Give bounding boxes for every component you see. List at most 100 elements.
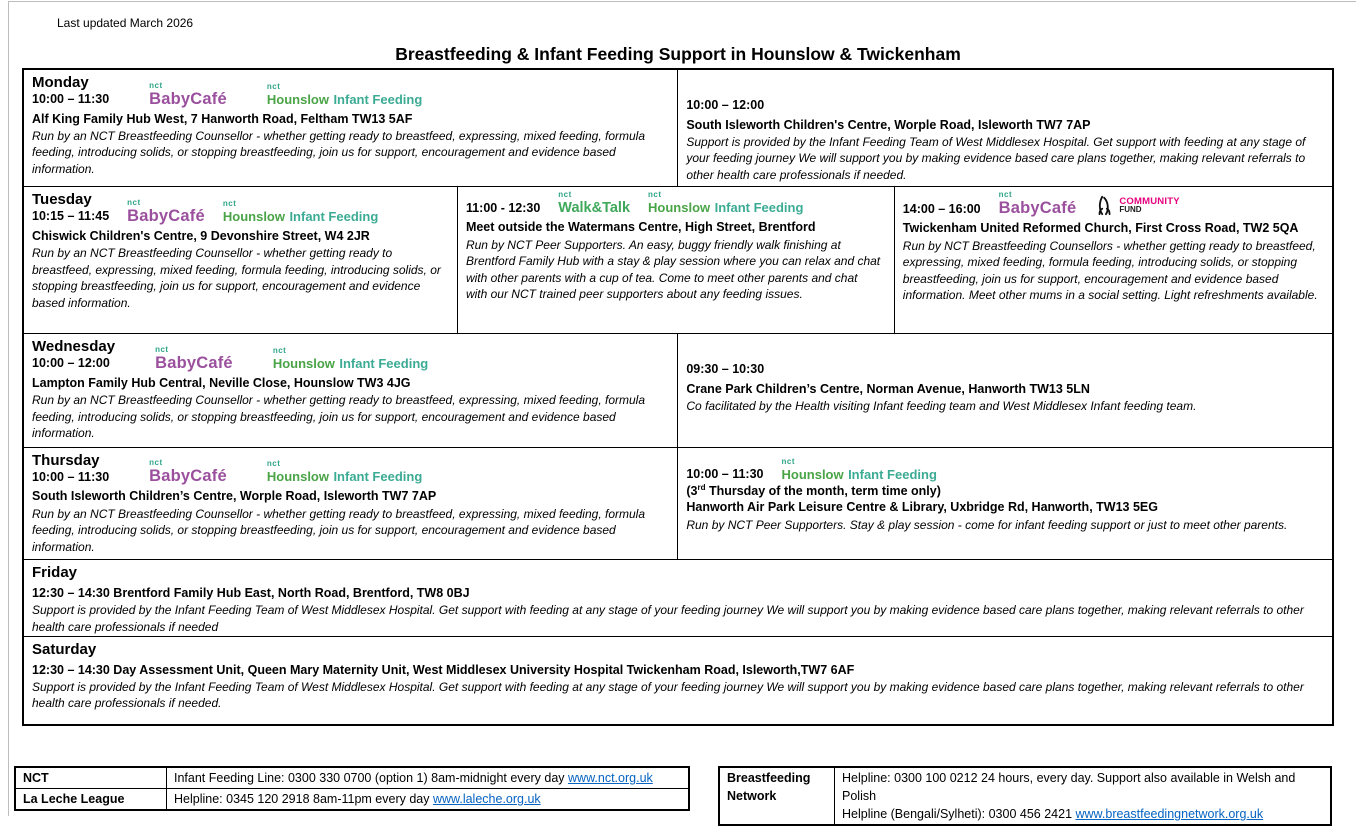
session-time: 10:15 – 11:45 bbox=[32, 209, 110, 224]
day-label: Tuesday bbox=[32, 191, 92, 209]
session-address: Chiswick Children's Centre, 9 Devonshire… bbox=[32, 228, 370, 243]
session-header: 14:00 – 16:00 nct BabyCafé bbox=[903, 191, 1320, 217]
session-description: Run by NCT Peer Supporters. Stay & play … bbox=[686, 517, 1288, 532]
session-time: 14:00 – 16:00 bbox=[902, 201, 981, 216]
nct-logo: nct bbox=[149, 80, 163, 90]
nct-logo: nct bbox=[272, 346, 287, 355]
page-title: Breastfeeding & Infant Feeding Support i… bbox=[395, 44, 961, 64]
session-note: (3rd Thursday of the month, term time on… bbox=[686, 482, 941, 498]
community-fund-logo: COMMUNITY FUND bbox=[1094, 193, 1180, 217]
session-description: Run by an NCT Breastfeeding Counsellor -… bbox=[32, 128, 645, 176]
hounslow-infant-feeding-logo: nct Hounslow Infant Feeding bbox=[266, 459, 423, 485]
session-header: Monday 10:00 – 11:30 nct BabyCafé nct Ho… bbox=[32, 74, 665, 108]
hounslow-infant-feeding-logo: nct Hounslow Infant Feeding bbox=[781, 456, 937, 482]
session-cell-thursday-1: Thursday 10:00 – 11:30 nct BabyCafé nct … bbox=[24, 448, 677, 559]
nct-logo: nct bbox=[127, 197, 141, 207]
session-address: Hanworth Air Park Leisure Centre & Libra… bbox=[686, 500, 1158, 515]
session-header: Wednesday 10:00 – 12:00 nct BabyCafé nct… bbox=[32, 338, 665, 372]
last-updated-label: Last updated March 2026 bbox=[57, 16, 194, 30]
hounslow-infant-feeding-logo: nct Hounslow Infant Feeding bbox=[266, 81, 423, 107]
session-address: Twickenham United Reformed Church, First… bbox=[902, 221, 1299, 236]
session-header: Tuesday 10:15 – 11:45 nct BabyCafé nct H… bbox=[32, 191, 445, 225]
day-time-block: Wednesday 10:00 – 12:00 bbox=[32, 338, 115, 372]
session-time-address: 12:30 – 14:30 Day Assessment Unit, Queen… bbox=[32, 662, 855, 677]
session-time: 10:00 – 12:00 bbox=[32, 356, 110, 371]
nct-babycafe-logo: nct BabyCafé bbox=[149, 458, 227, 486]
nct-logo: nct bbox=[998, 190, 1013, 200]
session-description: Run by an NCT Breastfeeding Counsellor -… bbox=[32, 246, 441, 310]
session-time: 10:00 – 11:30 bbox=[32, 469, 110, 484]
session-cell-monday-1: Monday 10:00 – 11:30 nct BabyCafé nct Ho… bbox=[24, 70, 677, 186]
helpline-info: Helpline: 0345 120 2918 8am-11pm every d… bbox=[166, 788, 690, 811]
session-description: Support is provided by the Infant Feedin… bbox=[32, 679, 1304, 711]
session-description: Support is provided by the Infant Feedin… bbox=[686, 134, 1306, 182]
session-address: Crane Park Children’s Centre, Norman Ave… bbox=[686, 382, 1090, 396]
org-name: Breastfeeding Network bbox=[718, 766, 835, 826]
session-cell-wednesday-1: Wednesday 10:00 – 12:00 nct BabyCafé nct… bbox=[24, 334, 677, 446]
day-time-block: Thursday 10:00 – 11:30 bbox=[32, 452, 109, 486]
helpline-info: Infant Feeding Line: 0300 330 0700 (opti… bbox=[166, 766, 690, 790]
hounslow-infant-feeding-logo: nct Hounslow Infant Feeding bbox=[648, 190, 804, 216]
org-name: La Leche League bbox=[14, 788, 167, 811]
session-address: Meet outside the Watermans Centre, High … bbox=[465, 220, 816, 235]
day-label: Monday bbox=[32, 74, 89, 91]
session-header: 10:00 – 11:30 nct Hounslow Infant Feedin… bbox=[686, 456, 1320, 483]
nct-logo: nct bbox=[558, 190, 572, 200]
session-header: Thursday 10:00 – 11:30 nct BabyCafé nct … bbox=[32, 452, 665, 486]
session-header: 11:00 - 12:30 nct Walk&Talk nct Hounslow… bbox=[466, 191, 882, 216]
row-monday: Monday 10:00 – 11:30 nct BabyCafé nct Ho… bbox=[24, 70, 1332, 187]
laleche-website-link[interactable]: www.laleche.org.uk bbox=[432, 792, 541, 807]
session-time: 11:00 - 12:30 bbox=[465, 200, 541, 215]
day-label: Saturday bbox=[32, 640, 97, 658]
day-time-block: Tuesday 10:15 – 11:45 bbox=[32, 191, 109, 225]
session-time: 10:00 – 12:00 bbox=[686, 98, 765, 112]
session-cell-friday: Friday 12:30 – 14:30 Brentford Family Hu… bbox=[24, 560, 1332, 636]
day-label: Wednesday bbox=[32, 338, 116, 356]
session-address: Lampton Family Hub Central, Neville Clos… bbox=[32, 376, 411, 390]
session-description: Run by an NCT Breastfeeding Counsellor -… bbox=[32, 506, 645, 554]
nct-logo: nct bbox=[222, 198, 237, 208]
session-cell-tuesday-3: 14:00 – 16:00 nct BabyCafé bbox=[893, 187, 1332, 334]
nct-logo: nct bbox=[149, 458, 163, 468]
session-address: Alf King Family Hub West, 7 Hanworth Roa… bbox=[32, 111, 413, 126]
org-name: NCT bbox=[14, 766, 167, 790]
schedule-table: Monday 10:00 – 11:30 nct BabyCafé nct Ho… bbox=[22, 68, 1334, 726]
session-cell-thursday-2: 10:00 – 11:30 nct Hounslow Infant Feedin… bbox=[677, 447, 1332, 559]
session-address: South Isleworth Children's Centre, Worpl… bbox=[686, 117, 1091, 132]
nct-walk-and-talk-logo: nct Walk&Talk bbox=[558, 190, 631, 217]
session-time-address: 12:30 – 14:30 Brentford Family Hub East,… bbox=[32, 586, 470, 600]
nct-babycafe-logo: nct BabyCafé bbox=[149, 80, 227, 108]
session-address: South Isleworth Children’s Centre, Worpl… bbox=[32, 489, 437, 504]
session-time: 10:00 – 11:30 bbox=[686, 467, 764, 482]
session-cell-tuesday-1: Tuesday 10:15 – 11:45 nct BabyCafé nct H… bbox=[24, 187, 457, 333]
table-row: La Leche League Helpline: 0345 120 2918 … bbox=[14, 788, 690, 811]
nct-babycafe-logo: nct BabyCafé bbox=[998, 190, 1077, 218]
session-description: Run by an NCT Breastfeeding Counsellor -… bbox=[32, 393, 645, 441]
helplines-table-right: Breastfeeding Network Helpline: 0300 100… bbox=[718, 766, 1332, 826]
nct-logo: nct bbox=[781, 456, 795, 466]
session-description: Run by NCT Breastfeeding Counsellors - w… bbox=[902, 238, 1318, 303]
hounslow-infant-feeding-logo: nct Hounslow Infant Feeding bbox=[272, 346, 429, 371]
table-row: Breastfeeding Network Helpline: 0300 100… bbox=[718, 766, 1332, 826]
session-description: Co facilitated by the Health visiting In… bbox=[686, 399, 1197, 414]
row-friday: Friday 12:30 – 14:30 Brentford Family Hu… bbox=[24, 559, 1332, 636]
session-description: Support is provided by the Infant Feedin… bbox=[32, 603, 1304, 634]
nct-logo: nct bbox=[155, 345, 169, 354]
session-cell-tuesday-2: 11:00 - 12:30 nct Walk&Talk nct Hounslow… bbox=[456, 187, 894, 334]
session-cell-monday-2: 10:00 – 12:00 South Isleworth Children's… bbox=[677, 70, 1332, 187]
session-cell-wednesday-2: 09:30 – 10:30 Crane Park Children’s Cent… bbox=[677, 334, 1332, 447]
helpline-info: Helpline: 0300 100 0212 24 hours, every … bbox=[834, 766, 1332, 826]
row-thursday: Thursday 10:00 – 11:30 nct BabyCafé nct … bbox=[24, 446, 1332, 559]
helplines-table-left: NCT Infant Feeding Line: 0300 330 0700 (… bbox=[14, 766, 690, 812]
row-wednesday: Wednesday 10:00 – 12:00 nct BabyCafé nct… bbox=[24, 333, 1332, 447]
breastfeedingnetwork-website-link[interactable]: www.breastfeedingnetwork.org.uk bbox=[1075, 807, 1264, 822]
day-label: Thursday bbox=[32, 451, 100, 469]
nct-website-link[interactable]: www.nct.org.uk bbox=[568, 771, 653, 785]
table-row: NCT Infant Feeding Line: 0300 330 0700 (… bbox=[14, 766, 690, 790]
session-time: 09:30 – 10:30 bbox=[686, 362, 765, 377]
row-saturday: Saturday 12:30 – 14:30 Day Assessment Un… bbox=[24, 635, 1332, 724]
day-label: Friday bbox=[32, 564, 78, 581]
nct-babycafe-logo: nct BabyCafé bbox=[127, 197, 205, 225]
hounslow-infant-feeding-logo: nct Hounslow Infant Feeding bbox=[222, 198, 379, 224]
nct-logo: nct bbox=[266, 81, 281, 91]
